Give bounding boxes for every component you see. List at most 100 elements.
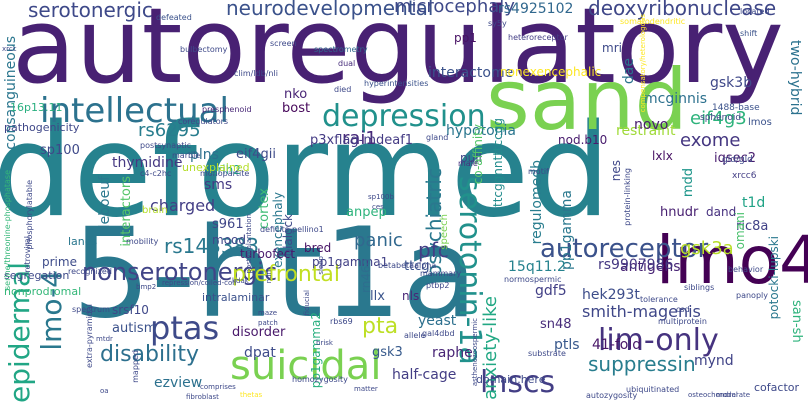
- word: deformed: [0, 97, 611, 246]
- word: brain: [142, 205, 168, 216]
- word: male: [458, 159, 478, 168]
- word: serotonin-1a: [452, 176, 487, 365]
- word: postsynaptic: [140, 141, 191, 150]
- word: protein-linking: [623, 168, 632, 226]
- word: shift: [740, 29, 758, 38]
- word: multiprotein: [658, 317, 707, 326]
- word: siblings: [684, 283, 715, 292]
- word: mdd: [681, 168, 696, 198]
- word: gsk3a: [680, 238, 734, 259]
- word: llx: [370, 289, 385, 304]
- word: sp100: [40, 143, 80, 158]
- word: mtdr: [96, 335, 113, 343]
- word: pp1gamma1: [312, 255, 389, 269]
- word: charged: [150, 196, 216, 215]
- word: heteroreceptor: [508, 33, 568, 42]
- word: lxlx: [652, 149, 673, 163]
- word: autozygosity: [586, 391, 638, 400]
- word: intellectual: [40, 91, 229, 131]
- word: panoply: [736, 291, 768, 300]
- word: recognized: [68, 267, 112, 276]
- word: ttcg: [404, 259, 430, 274]
- word: san-sh: [789, 300, 804, 343]
- word: serotonergic: [28, 0, 153, 22]
- word: 1488-base: [712, 103, 760, 113]
- word: intralaminar: [202, 291, 270, 304]
- word: two-hybrid: [787, 40, 803, 116]
- word: patch: [258, 319, 278, 327]
- word: ttcggnntttccgg: [491, 118, 505, 207]
- word: rs6295: [138, 120, 201, 141]
- word: dand: [706, 205, 737, 219]
- word: rs4925102: [498, 1, 574, 17]
- word: csd: [676, 305, 690, 314]
- word: defeated: [156, 13, 192, 22]
- word: spectrometry: [314, 45, 368, 54]
- word: autoregulatory: [12, 0, 784, 107]
- word: gsk3: [372, 345, 403, 360]
- word: arih2: [210, 163, 241, 177]
- word: potocki-lupski: [767, 236, 781, 320]
- word: comprises: [200, 383, 236, 391]
- word: sms: [204, 177, 233, 193]
- word: antigens: [620, 259, 681, 275]
- word: cofactor: [754, 381, 800, 394]
- word: lmos: [748, 117, 772, 128]
- word: 41-fold: [592, 337, 642, 353]
- word: sy5y: [488, 19, 507, 28]
- word: asthenozoospermic: [471, 318, 479, 387]
- word: 15q11.2: [508, 259, 566, 275]
- word: hyperintensities: [364, 79, 429, 88]
- word: lmo4: [656, 222, 808, 299]
- word: nko: [284, 87, 308, 102]
- word: pta: [362, 314, 399, 339]
- word: srsf10: [112, 303, 149, 317]
- word: moderate: [716, 391, 751, 399]
- word: hypotonia: [446, 123, 517, 139]
- word: monopartite: [200, 169, 250, 178]
- word: anpep: [346, 205, 387, 220]
- word: mobility: [126, 237, 159, 246]
- word: betabetaalpha: [378, 261, 437, 270]
- word: co-affinity: [471, 124, 485, 185]
- word: bmp2: [136, 283, 157, 291]
- word: bred: [304, 241, 332, 255]
- word: unexplained: [182, 161, 250, 174]
- word: sp100b: [368, 193, 394, 201]
- word: prefrontal: [232, 262, 340, 287]
- word: eif4gii: [236, 147, 276, 162]
- word: presphenoid: [202, 105, 252, 114]
- word: mood: [212, 233, 246, 247]
- word: bulbectomy: [180, 45, 228, 54]
- word: fibroblast: [186, 393, 219, 401]
- word: pfc: [418, 238, 449, 262]
- word: microcephaly: [394, 0, 515, 17]
- word: novo: [634, 117, 669, 133]
- word: rs143383: [164, 234, 259, 258]
- word: extra-pyramidal: [85, 304, 94, 368]
- word: gdf5: [535, 283, 567, 299]
- word: located: [740, 7, 770, 16]
- word: mapped: [131, 350, 140, 383]
- word: pellino1: [292, 225, 324, 234]
- word: mcginnis: [644, 91, 708, 107]
- word: s961: [212, 217, 244, 232]
- word: domain.here: [476, 373, 546, 386]
- word: rbs69: [330, 317, 353, 326]
- word: hnudr: [660, 205, 699, 220]
- word: coregulators: [178, 117, 229, 126]
- word: ptls: [554, 337, 580, 353]
- word: died: [334, 85, 352, 94]
- word: gsk3b: [710, 75, 753, 91]
- word: gland: [426, 133, 449, 142]
- word: retroviral: [23, 236, 32, 273]
- word: homozygosity: [292, 375, 348, 384]
- word: nonexencephalic: [500, 65, 602, 79]
- word: ubiquitinated: [626, 385, 680, 394]
- word: ezview: [154, 375, 203, 391]
- word: brisk: [316, 339, 333, 347]
- word: sand: [486, 51, 688, 149]
- word: thymidine: [112, 155, 183, 171]
- word: suppressin: [588, 352, 696, 376]
